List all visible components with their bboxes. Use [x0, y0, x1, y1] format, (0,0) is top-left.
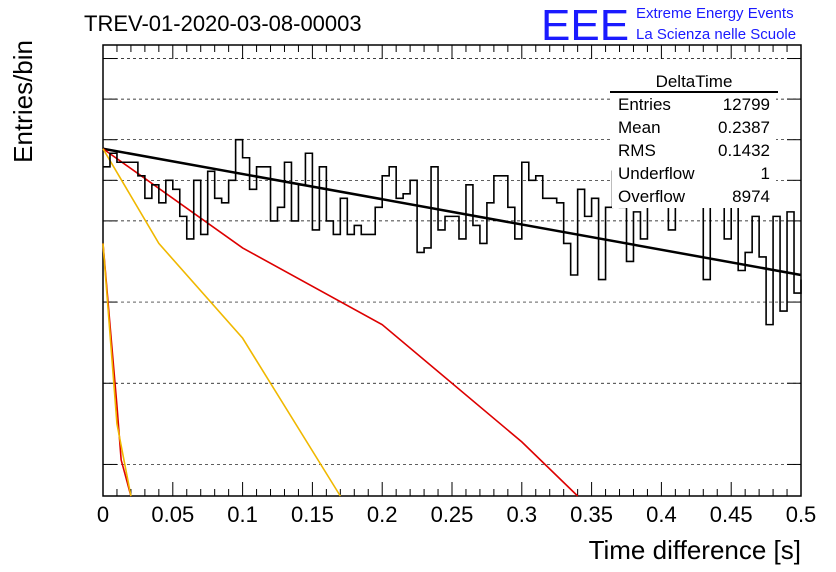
x-tick-label: 0.3: [507, 502, 538, 527]
eee-logo-text: EEE: [541, 1, 629, 50]
stats-row-value: 1: [761, 164, 770, 183]
y-axis-label: Entries/bin: [8, 40, 38, 163]
x-tick-label: 0.1: [227, 502, 258, 527]
eee-logo-line1: Extreme Energy Events: [636, 5, 794, 22]
x-tick-label: 0.4: [646, 502, 677, 527]
stats-box: DeltaTime Entries 12799 Mean 0.2387 RMS 0.143…: [610, 68, 778, 208]
x-tick-labels: 0 0.05 0.1 0.15 0.2 0.25 0.3 0.35 0.4 0.45 0.5: [97, 502, 816, 527]
x-tick-label: 0.25: [431, 502, 474, 527]
eee-logo: EEE Extreme Energy Events La Scienza nel…: [541, 1, 796, 50]
stats-rows: Entries 12799 Mean 0.2387 RMS 0.1432 Underflow…: [618, 95, 770, 206]
stats-row-value: 0.2387: [718, 118, 770, 137]
x-tick-label: 0.05: [151, 502, 194, 527]
x-tick-label: 0.2: [367, 502, 398, 527]
chart-title: TREV-01-2020-03-08-00003: [84, 11, 362, 36]
x-tick-label: 0.35: [570, 502, 613, 527]
eee-logo-line2: La Scienza nelle Scuole: [636, 26, 796, 43]
fit-curves: [102, 147, 802, 497]
x-tick-label: 0.15: [291, 502, 334, 527]
stats-row-label: RMS: [618, 141, 656, 160]
x-tick-label: 0: [97, 502, 109, 527]
stats-row-value: 8974: [732, 187, 770, 206]
stats-row-label: Underflow: [618, 164, 695, 183]
stats-row-label: Entries: [618, 95, 671, 114]
x-axis-label: Time difference [s]: [589, 535, 801, 565]
x-tick-label: 0.45: [710, 502, 753, 527]
fit-curve: [102, 243, 132, 497]
fit-curve: [102, 148, 579, 497]
stats-row-value: 0.1432: [718, 141, 770, 160]
x-tick-label: 0.5: [786, 502, 817, 527]
stats-row-value: 12799: [723, 95, 770, 114]
stats-row-label: Overflow: [618, 187, 686, 206]
stats-row-label: Mean: [618, 118, 661, 137]
fit-curve: [102, 147, 802, 277]
fit-curve: [102, 148, 342, 497]
stats-box-title: DeltaTime: [656, 72, 733, 91]
